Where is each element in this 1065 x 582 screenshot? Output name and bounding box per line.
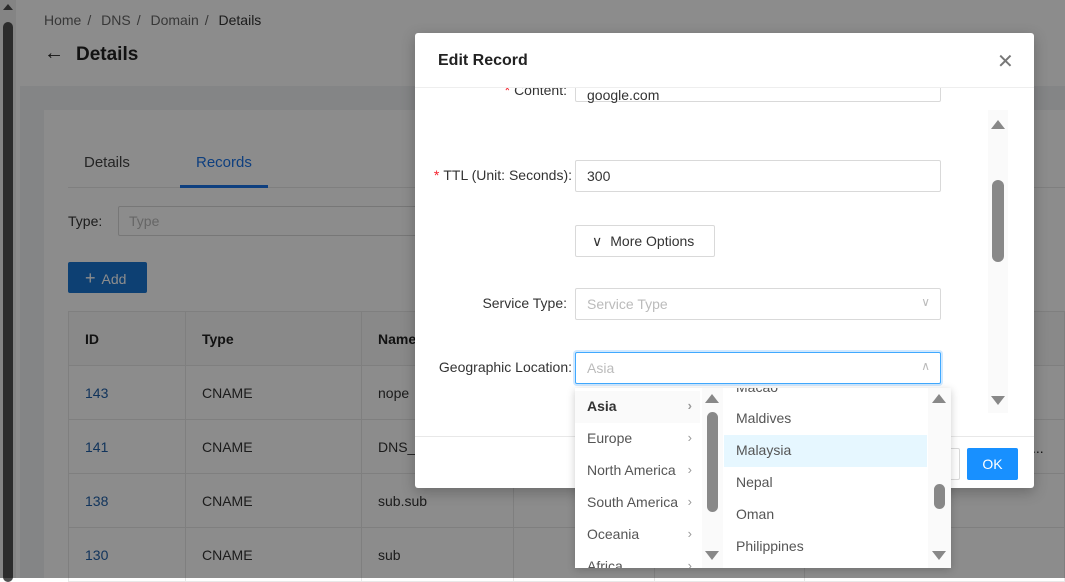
country-item[interactable]: Oman [736, 506, 775, 522]
breadcrumb: Home / DNS / Domain / Details [44, 12, 262, 28]
region-item-asia[interactable]: Asia › [575, 391, 700, 423]
col-id: ID [68, 311, 186, 366]
country-item[interactable]: Macao [724, 388, 927, 404]
cascader-dropdown: Asia › Europe › North America › South Ameri… [575, 388, 951, 568]
close-icon[interactable]: ✕ [997, 51, 1014, 73]
country-item-hovered[interactable]: Malaysia [724, 435, 927, 467]
scroll-up-icon[interactable] [705, 394, 719, 403]
crumb-details: Details [218, 12, 262, 28]
cell-id[interactable]: 141 [68, 419, 186, 474]
chevron-down-icon: ∨ [921, 295, 930, 309]
content-label: * Content: [504, 88, 567, 98]
region-scrollbar[interactable] [702, 388, 723, 568]
scroll-up-icon[interactable] [3, 4, 13, 10]
scroll-down-icon[interactable] [932, 551, 946, 560]
modal-header: Edit Record ✕ [415, 33, 1034, 88]
scroll-thumb[interactable] [707, 412, 718, 512]
region-menu: Asia › Europe › North America › South Ameri… [575, 388, 723, 568]
geo-location-label: Geographic Location: [438, 359, 572, 375]
page-title: Details [76, 44, 139, 65]
cell-type: CNAME [185, 527, 362, 582]
scroll-thumb[interactable] [992, 180, 1004, 262]
chevron-right-icon: › [687, 430, 692, 445]
cell-id[interactable]: 143 [68, 365, 186, 420]
type-filter-label: Type: [68, 213, 103, 229]
scroll-thumb[interactable] [3, 22, 13, 582]
crumb-home[interactable]: Home [44, 12, 82, 28]
back-arrow-icon[interactable]: ← [44, 42, 64, 64]
geo-location-cascader[interactable]: Asia ∧ [575, 352, 941, 384]
col-type: Type [185, 311, 362, 366]
country-item[interactable]: Nepal [736, 474, 773, 490]
chevron-right-icon: › [687, 398, 692, 413]
chevron-right-icon: › [687, 526, 692, 541]
ttl-input[interactable]: 300 [575, 160, 941, 192]
cell-id[interactable]: 138 [68, 473, 186, 528]
truncated-text: ... [1032, 440, 1044, 456]
country-menu: Macao Maldives Malaysia Nepal Oman Phili… [724, 388, 951, 568]
region-item-europe[interactable]: Europe › [587, 430, 692, 446]
tab-active-indicator [180, 185, 268, 188]
add-label: Add [101, 271, 127, 287]
service-type-label: Service Type: [482, 295, 567, 311]
modal-body: * Content: google.com * TTL (Unit: Seconds… [415, 88, 1034, 436]
tab-records[interactable]: Records [196, 154, 252, 171]
chevron-down-icon: ∨ [592, 233, 603, 249]
chevron-right-icon: › [687, 462, 692, 477]
modal-scrollbar[interactable] [988, 110, 1008, 413]
chevron-right-icon: › [687, 558, 692, 568]
cell-type: CNAME [185, 473, 362, 528]
scroll-down-icon[interactable] [991, 396, 1005, 405]
crumb-domain[interactable]: Domain [150, 12, 199, 28]
country-scrollbar[interactable] [928, 388, 951, 568]
more-options-button[interactable]: ∨ More Options [575, 225, 715, 257]
chevron-up-icon: ∧ [921, 359, 930, 373]
plus-icon: + [85, 268, 96, 288]
scroll-up-icon[interactable] [991, 120, 1005, 129]
region-item-oceania[interactable]: Oceania › [587, 526, 692, 542]
page-scrollbar[interactable] [0, 0, 16, 582]
ok-button[interactable]: OK [967, 448, 1018, 480]
scroll-thumb[interactable] [934, 484, 945, 509]
crumb-dns[interactable]: DNS [101, 12, 131, 28]
add-button[interactable]: + Add [68, 262, 147, 293]
country-item[interactable]: Maldives [736, 410, 792, 426]
scroll-up-icon[interactable] [932, 394, 946, 403]
region-item-south-america[interactable]: South America › [587, 494, 692, 510]
region-item-africa[interactable]: Africa › [575, 551, 700, 568]
content-input[interactable]: google.com [575, 88, 941, 103]
chevron-right-icon: › [687, 494, 692, 509]
modal-title: Edit Record [438, 52, 528, 69]
region-item-north-america[interactable]: North America › [587, 462, 692, 478]
ttl-label: * TTL (Unit: Seconds): [433, 167, 572, 183]
country-item[interactable]: Philippines [736, 538, 804, 554]
service-type-select[interactable]: Service Type ∨ [575, 288, 941, 320]
scroll-down-icon[interactable] [705, 551, 719, 560]
tab-details[interactable]: Details [84, 154, 130, 171]
